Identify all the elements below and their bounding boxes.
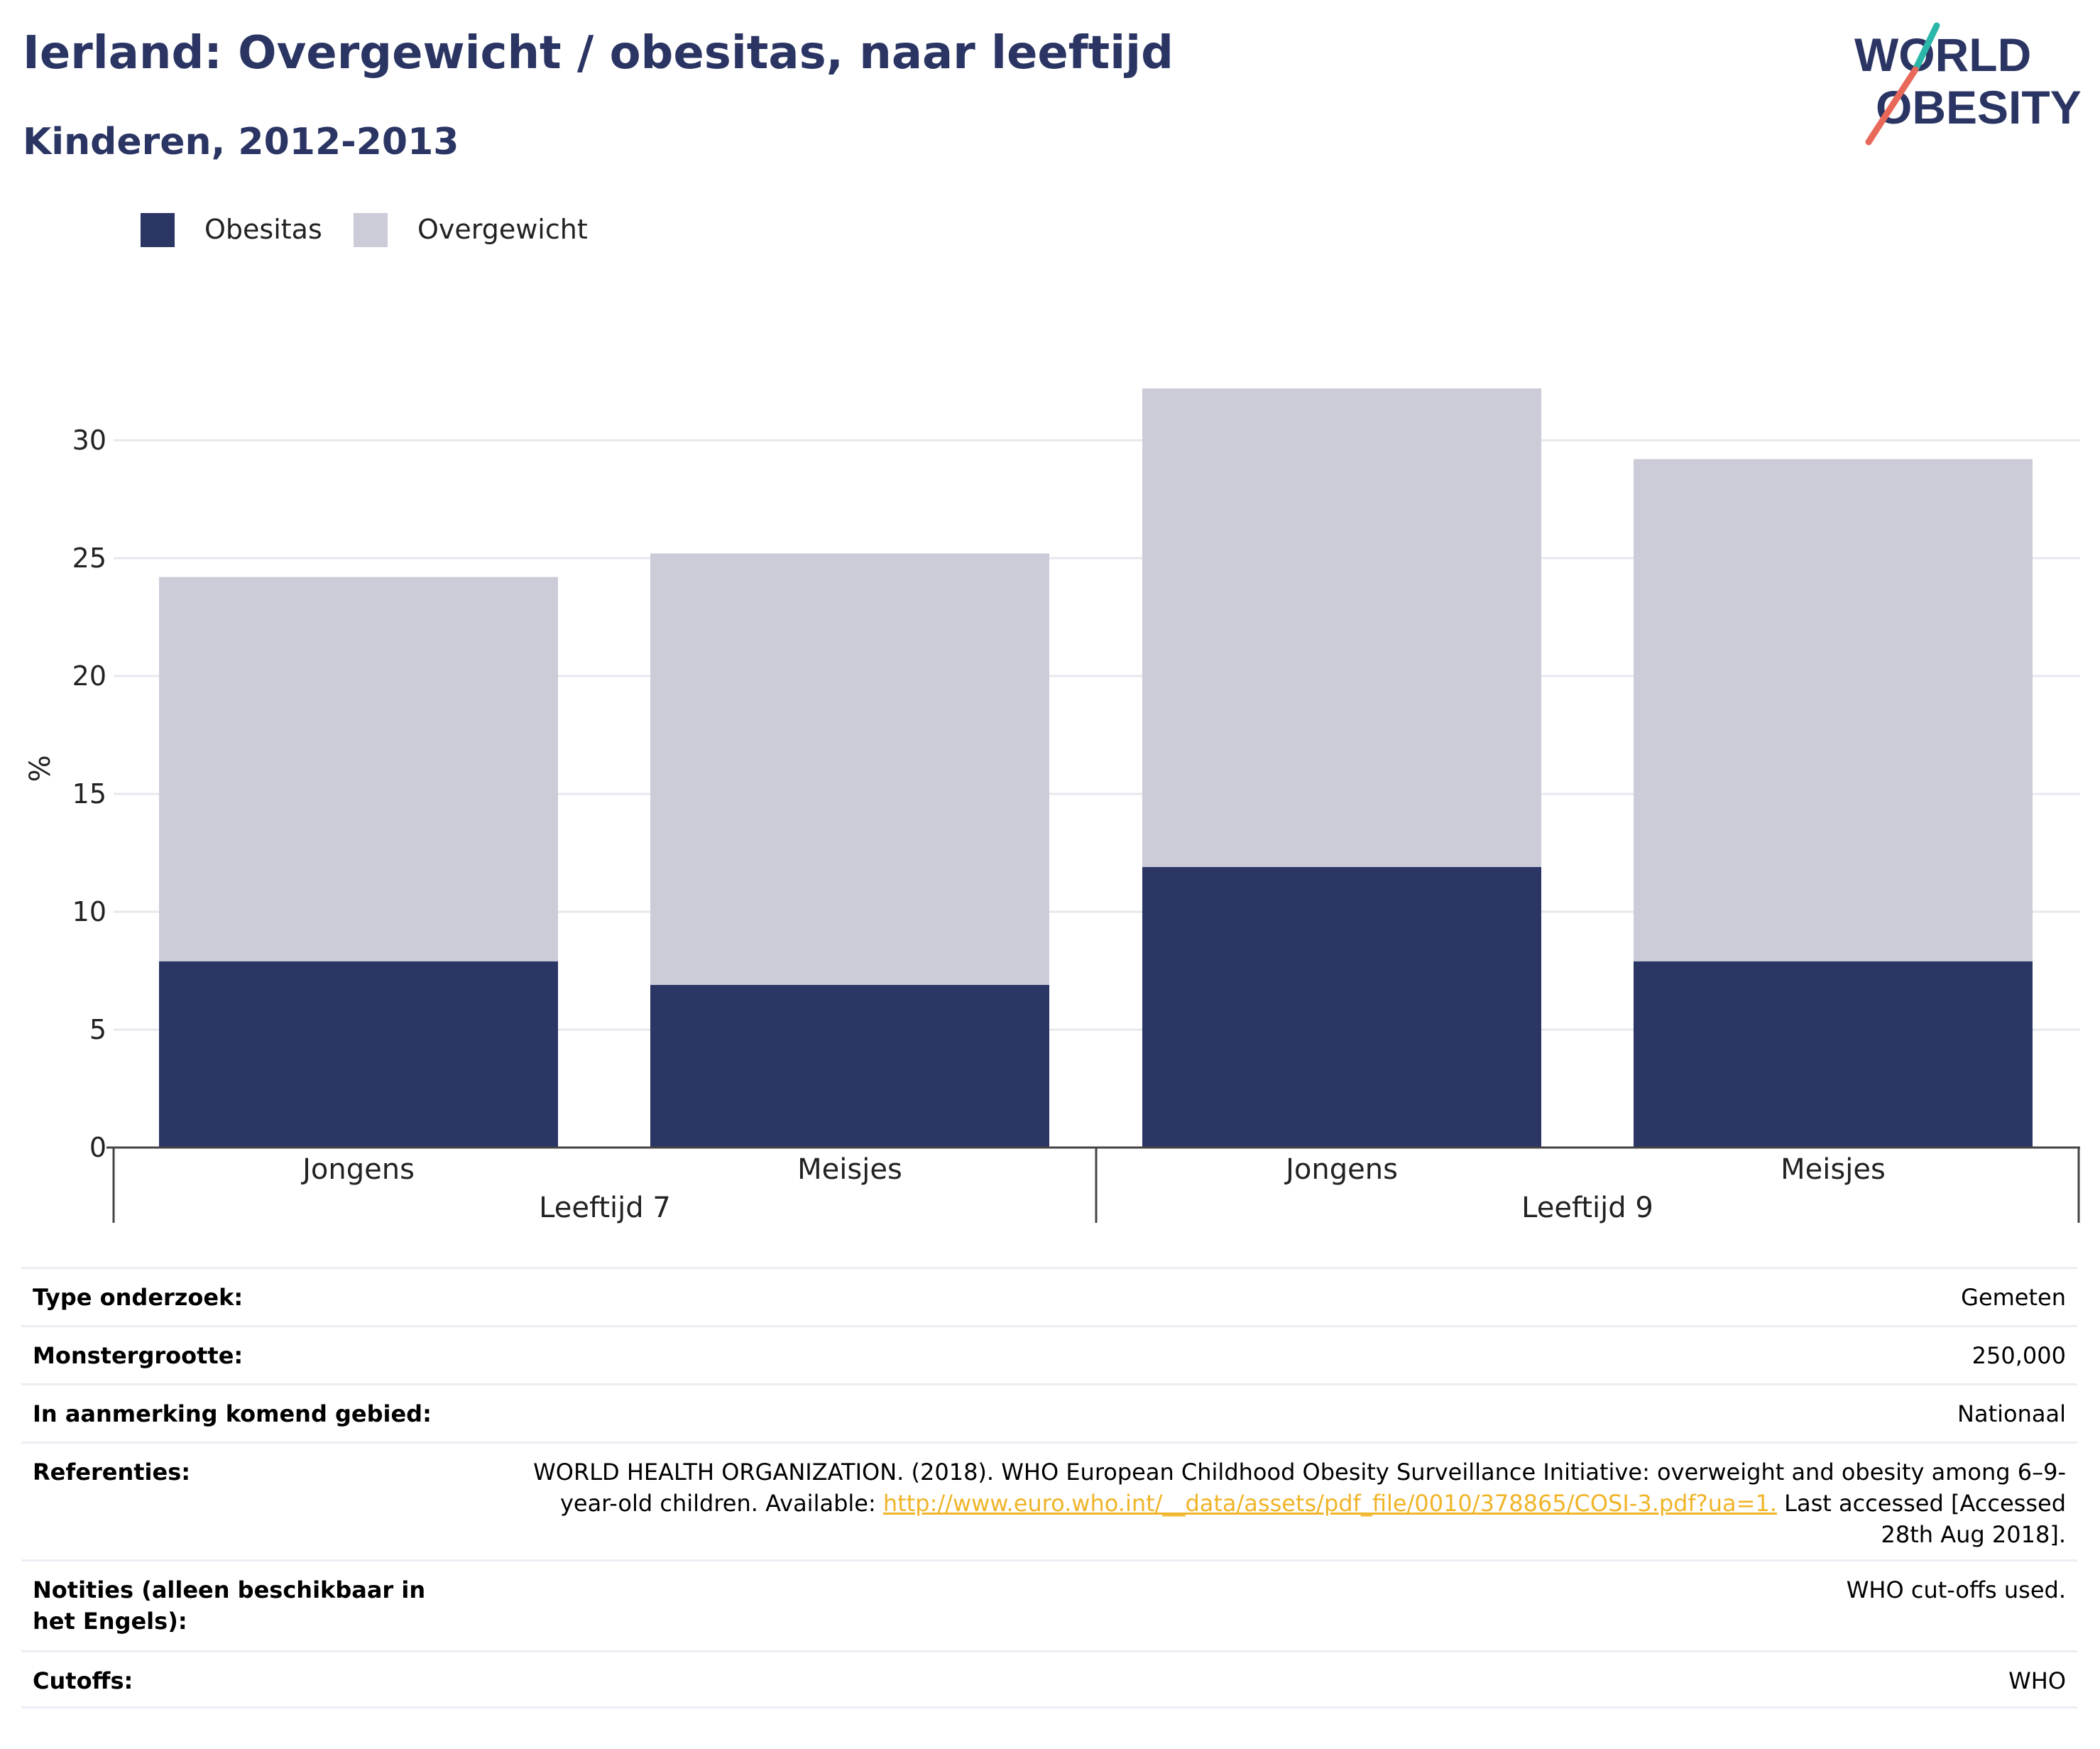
logo-slash-coral — [1865, 66, 1919, 146]
y-tick-label: 0 — [89, 1132, 106, 1163]
bar-overgewicht — [1142, 388, 1541, 867]
info-value: 250,000 — [1972, 1342, 2066, 1369]
info-row-cutoffs: Cutoffs: WHO — [21, 1650, 2077, 1709]
info-value: WHO cut-offs used. — [1846, 1576, 2066, 1603]
page-subtitle: Kinderen, 2012-2013 — [23, 121, 459, 163]
x-category-label: Meisjes — [797, 1153, 902, 1186]
info-key: Cutoffs: — [33, 1667, 133, 1694]
page-title: Ierland: Overgewicht / obesitas, naar le… — [23, 27, 1174, 80]
info-row-notes: Notities (alleen beschikbaar in het Enge… — [21, 1559, 2077, 1650]
reference-text: WORLD HEALTH ORGANIZATION. (2018). WHO E… — [533, 1459, 2066, 1517]
bar-obesitas — [1142, 866, 1541, 1148]
info-table: Type onderzoek: Gemeten Monstergrootte: … — [21, 1267, 2077, 1709]
stacked-bar-chart: 0 5 10 15 20 25 30% Jongens Meisjes Jongens Meisje… — [24, 388, 2080, 1224]
legend-label-overgewicht: Overgewicht — [417, 214, 588, 245]
info-value: Gemeten — [1961, 1284, 2066, 1311]
legend-swatch-obesitas — [141, 213, 175, 247]
info-value: Nationaal — [1957, 1400, 2066, 1427]
bar-obesitas — [159, 961, 558, 1148]
y-tick-label: 25 — [72, 543, 106, 574]
info-row-references: Referenties: WORLD HEALTH ORGANIZATION. … — [21, 1442, 2077, 1559]
y-tick-label: 15 — [72, 778, 106, 810]
legend-swatch-overgewicht — [354, 213, 388, 247]
info-key: Referenties: — [33, 1459, 191, 1486]
x-category-label: Jongens — [1284, 1153, 1398, 1186]
x-group-label: Leeftijd 9 — [1521, 1192, 1653, 1224]
info-row-sample-size: Monstergrootte: 250,000 — [21, 1325, 2077, 1383]
bar-overgewicht — [1634, 459, 2033, 961]
reference-accessed: Last accessed [Accessed 28th Aug 2018]. — [1776, 1490, 2066, 1548]
bar-overgewicht — [159, 577, 558, 961]
x-category-label: Jongens — [300, 1153, 415, 1186]
legend-label-obesitas: Obesitas — [204, 214, 322, 245]
x-category-label: Meisjes — [1781, 1153, 1886, 1186]
x-group-label: Leeftijd 7 — [539, 1192, 671, 1224]
info-row-type: Type onderzoek: Gemeten — [21, 1267, 2077, 1325]
info-key: Monstergrootte: — [33, 1342, 244, 1369]
info-value-reference: WORLD HEALTH ORGANIZATION. (2018). WHO E… — [504, 1456, 2077, 1550]
y-tick-label: 20 — [72, 660, 106, 692]
bar-obesitas — [650, 984, 1049, 1148]
reference-link[interactable]: http://www.euro.who.int/__data/assets/pd… — [882, 1490, 1777, 1517]
y-tick-label: 30 — [72, 425, 106, 456]
world-obesity-logo: WORLD OBESITY — [1854, 22, 2082, 146]
info-key: Notities (alleen beschikbaar in het Enge… — [33, 1576, 426, 1635]
logo-word-obesity: OBESITY — [1876, 81, 2082, 134]
info-key: Type onderzoek: — [33, 1284, 244, 1311]
y-tick-label: 5 — [89, 1014, 106, 1045]
logo-slash-teal — [1912, 22, 1940, 73]
info-row-area: In aanmerking komend gebied: Nationaal — [21, 1383, 2077, 1442]
bar-obesitas — [1634, 961, 2033, 1148]
y-axis-label: % — [24, 755, 57, 782]
y-tick-label: 10 — [72, 896, 106, 927]
info-value: WHO — [2008, 1667, 2066, 1694]
bar-overgewicht — [650, 553, 1049, 985]
logo-word-world: WORLD — [1854, 28, 2031, 81]
info-key: In aanmerking komend gebied: — [33, 1400, 432, 1427]
